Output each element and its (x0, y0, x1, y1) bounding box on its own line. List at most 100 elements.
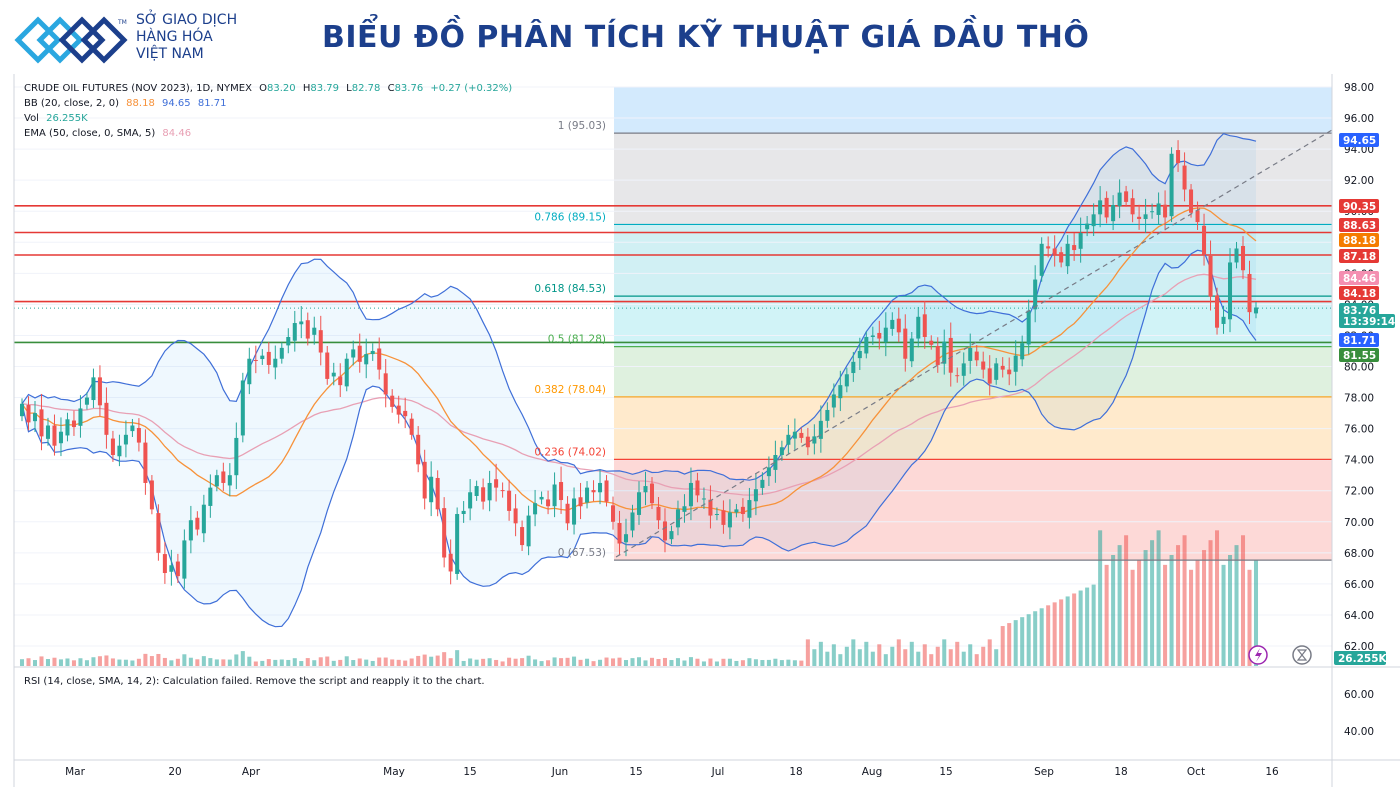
volume-bar (1104, 564, 1109, 666)
candle-body (318, 330, 323, 353)
logo: TM (14, 16, 128, 64)
candle-body (1137, 216, 1142, 219)
candle-body (1059, 252, 1064, 263)
candle-body (273, 358, 278, 368)
candle-body (344, 358, 349, 387)
candle-body (305, 320, 310, 339)
candle (533, 489, 538, 527)
volume-bar (97, 656, 102, 666)
candle-body (383, 373, 388, 395)
candle (1247, 260, 1252, 325)
candle (1052, 235, 1057, 267)
candle-body (448, 553, 453, 572)
hourglass-icon[interactable] (1292, 645, 1312, 665)
candle (208, 474, 213, 518)
volume-bar (1117, 545, 1122, 666)
volume-bars (19, 530, 1259, 666)
volume-bar (448, 658, 453, 666)
candle (84, 392, 89, 410)
time-tick-label: Apr (242, 766, 261, 778)
volume-bar (1150, 540, 1155, 666)
candle-body (1000, 365, 1005, 370)
candle-body (526, 515, 531, 547)
candle (390, 389, 395, 413)
candle-body (1046, 246, 1051, 249)
candle-body (201, 504, 206, 534)
candle (1215, 287, 1220, 335)
candle-body (162, 554, 167, 574)
volume-bar (981, 646, 986, 666)
candle-body (1240, 246, 1246, 271)
price-tag-label: 81.55 (1343, 350, 1376, 362)
volume-bar (156, 653, 161, 666)
candle (526, 505, 531, 556)
candle (1156, 192, 1161, 225)
volume-bar (149, 656, 154, 666)
candle-body (935, 346, 940, 365)
volume-bar (1208, 540, 1213, 666)
legend-bb-basis: 88.18 (126, 98, 155, 109)
price-tag-label: 84.18 (1343, 288, 1376, 300)
lightning-icon[interactable] (1248, 645, 1268, 665)
price-tick-label: 68.00 (1344, 548, 1374, 560)
candle-body (546, 499, 551, 507)
candle (227, 463, 232, 497)
price-tag (1339, 286, 1379, 300)
volume-bar (1234, 545, 1239, 666)
candle (929, 335, 934, 350)
legend: CRUDE OIL FUTURES (NOV 2023), 1D, NYMEX … (24, 83, 512, 139)
volume-bar (591, 661, 596, 666)
volume-bar (1202, 550, 1207, 666)
candle (260, 349, 265, 365)
candle-body (364, 354, 369, 365)
candle-body (1156, 203, 1161, 215)
candle (110, 430, 115, 462)
volume-bar (753, 659, 758, 666)
volume-bar (844, 646, 849, 666)
candle (520, 520, 525, 551)
candle (662, 508, 667, 553)
candle-body (760, 479, 765, 488)
volume-bar (19, 659, 25, 666)
candle (325, 345, 330, 385)
volume-bar (201, 656, 206, 666)
volume-bar (617, 657, 622, 666)
candle-body (1202, 225, 1207, 255)
candle (1202, 213, 1207, 266)
candle-body (1234, 248, 1239, 263)
candle (175, 553, 180, 584)
candle (1007, 357, 1012, 386)
candle-body (39, 409, 44, 437)
volume-bar (1026, 614, 1031, 666)
candle-body (675, 509, 680, 528)
candle-body (175, 561, 180, 577)
volume-bar (240, 651, 245, 666)
volume-bar (305, 658, 310, 666)
candle-body (494, 479, 499, 488)
price-tag (1339, 348, 1379, 362)
candle (623, 518, 629, 557)
price-chart[interactable]: 98.0096.0094.0092.0090.0088.0086.0084.00… (0, 72, 1400, 787)
candle (65, 412, 70, 442)
candle-body (961, 363, 966, 376)
volume-bar (260, 660, 265, 666)
volume-bar (58, 659, 63, 666)
volume-bar (857, 649, 862, 666)
volume-bar (175, 658, 180, 666)
candle-body (747, 500, 752, 518)
candle (442, 497, 447, 568)
candle (740, 498, 745, 522)
candle-body (773, 455, 778, 470)
volume-bar (487, 658, 492, 666)
legend-bb: BB (20, close, 2, 0) 88.18 94.65 81.71 (24, 98, 226, 109)
candle-body (805, 436, 810, 448)
candle-body (727, 512, 732, 528)
candle-body (149, 480, 154, 510)
volume-bar (104, 655, 109, 666)
volume-bar (1253, 559, 1259, 666)
candle (1169, 147, 1174, 223)
candle-body (968, 347, 973, 361)
candle (727, 499, 732, 540)
volume-bar (838, 654, 843, 666)
legend-ohlc: CRUDE OIL FUTURES (NOV 2023), 1D, NYMEX … (24, 83, 512, 94)
